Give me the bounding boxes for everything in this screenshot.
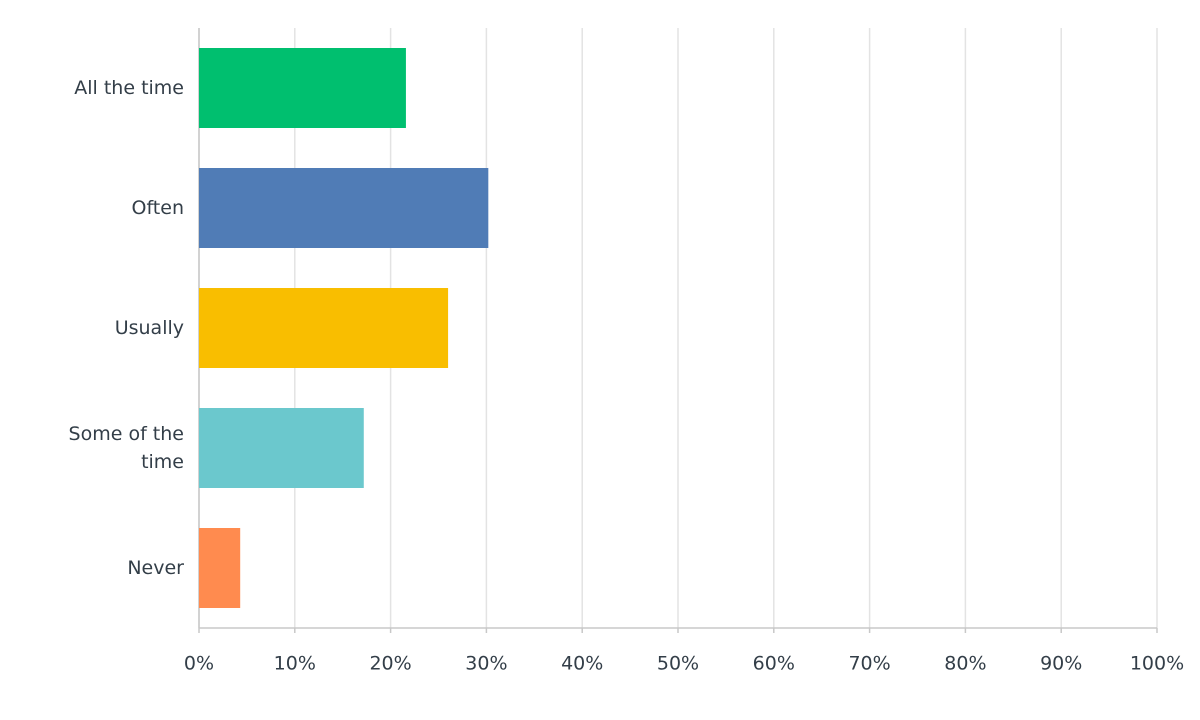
x-tick-label: 90%: [1040, 653, 1082, 675]
bar: [199, 288, 449, 368]
x-tick-label: 30%: [465, 653, 507, 675]
x-tick-label: 60%: [753, 653, 795, 675]
category-label: Usually: [114, 317, 184, 339]
category-label: Never: [127, 557, 184, 579]
x-tick-label: 70%: [848, 653, 890, 675]
x-tick-label: 80%: [944, 653, 986, 675]
x-tick-label: 50%: [657, 653, 699, 675]
bar: [199, 528, 241, 608]
bar: [199, 168, 489, 248]
x-tick-label: 10%: [274, 653, 316, 675]
bar: [199, 408, 364, 488]
category-label: Often: [131, 197, 185, 219]
category-label: Some of the time: [68, 423, 184, 473]
category-label: All the time: [74, 77, 184, 99]
x-tick-label: 100%: [1130, 653, 1184, 675]
x-tick-label: 20%: [369, 653, 411, 675]
x-tick-label: 0%: [184, 653, 214, 675]
bar: [199, 48, 406, 128]
x-tick-label: 40%: [561, 653, 603, 675]
